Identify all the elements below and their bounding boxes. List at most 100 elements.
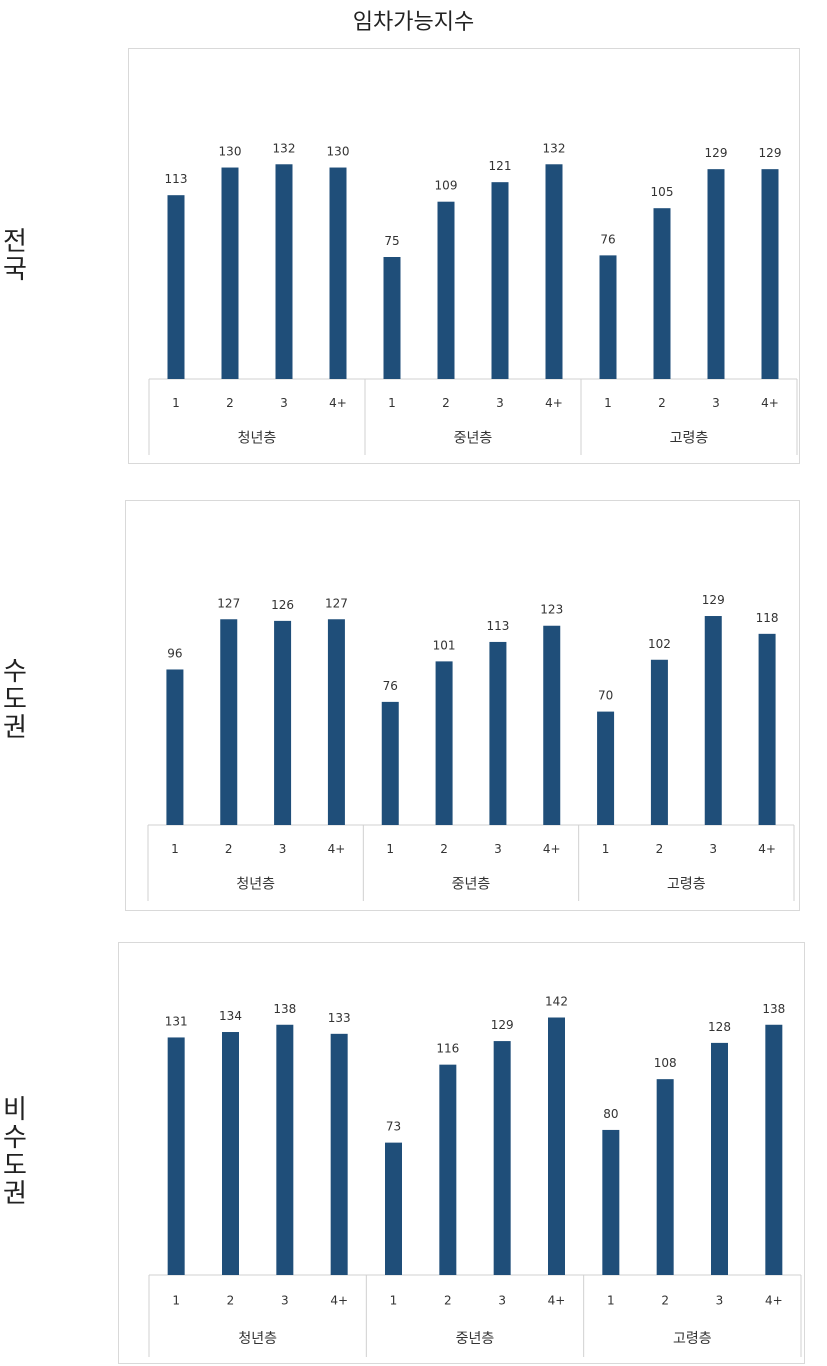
data-label: 73 xyxy=(386,1120,401,1134)
bar xyxy=(167,195,185,379)
data-label: 138 xyxy=(273,1002,296,1016)
tick-label: 3 xyxy=(281,1294,289,1308)
group-label: 중년층 xyxy=(452,876,491,892)
data-label: 118 xyxy=(756,611,779,625)
region-label-non-capital: 비 수 도 권 xyxy=(0,1096,30,1208)
bar xyxy=(222,1032,239,1275)
data-label: 130 xyxy=(327,145,350,159)
bar xyxy=(653,208,671,379)
data-label: 132 xyxy=(273,141,296,155)
tick-label: 3 xyxy=(716,1294,724,1308)
bar xyxy=(275,164,293,379)
data-label: 134 xyxy=(219,1009,242,1023)
region-label-char: 도 xyxy=(3,685,27,715)
bar xyxy=(493,1041,511,1275)
bar xyxy=(383,257,401,379)
bar xyxy=(274,620,292,825)
bar xyxy=(761,169,779,379)
data-label: 138 xyxy=(762,1002,785,1016)
bar xyxy=(597,711,615,825)
data-label: 108 xyxy=(654,1056,677,1070)
data-label: 129 xyxy=(702,593,725,607)
data-label: 121 xyxy=(489,159,512,173)
tick-label: 1 xyxy=(604,396,612,410)
data-label: 129 xyxy=(759,146,782,160)
region-label-char: 국 xyxy=(3,255,27,285)
data-label: 75 xyxy=(384,234,399,248)
chart-panel-capital: 청년층 96 1 127 2 126 3 127 4+ 중년층 76 1 101 2 113 3 123 4+ 고령… xyxy=(125,500,800,911)
chart-panel-national: 청년층 113 1 130 2 132 3 130 4+ 중년층 75 1 109 2 121 3 132 4+ 고… xyxy=(128,48,800,464)
tick-label: 4+ xyxy=(330,1294,348,1308)
bar xyxy=(543,625,561,825)
tick-label: 2 xyxy=(226,396,234,410)
data-label: 126 xyxy=(271,598,294,612)
group-label: 청년층 xyxy=(238,1331,277,1347)
bar xyxy=(435,661,453,825)
tick-label: 1 xyxy=(386,842,394,856)
bar xyxy=(491,182,509,379)
group-label: 중년층 xyxy=(456,1331,495,1347)
bar xyxy=(758,633,776,825)
tick-label: 1 xyxy=(171,842,179,856)
tick-label: 3 xyxy=(279,842,287,856)
group-label: 고령층 xyxy=(673,1331,712,1347)
bar xyxy=(381,701,399,825)
tick-label: 3 xyxy=(498,1294,506,1308)
region-label-national: 전 국 xyxy=(0,228,30,284)
tick-label: 3 xyxy=(494,842,502,856)
bar xyxy=(548,1017,565,1275)
data-label: 80 xyxy=(603,1107,618,1121)
data-label: 101 xyxy=(433,638,456,652)
data-label: 113 xyxy=(165,172,188,186)
tick-label: 2 xyxy=(442,396,450,410)
region-label-char: 도 xyxy=(3,1151,27,1181)
bar xyxy=(599,255,617,379)
data-label: 102 xyxy=(648,637,671,651)
data-label: 123 xyxy=(540,603,563,617)
bar xyxy=(650,659,668,825)
group-label: 청년층 xyxy=(238,430,277,446)
region-label-char: 권 xyxy=(3,713,27,743)
data-label: 131 xyxy=(165,1014,188,1028)
region-label-char: 수 xyxy=(3,657,27,687)
tick-label: 2 xyxy=(440,842,448,856)
data-label: 76 xyxy=(600,232,615,246)
region-label-char: 비 xyxy=(3,1095,27,1125)
bar xyxy=(704,616,722,825)
tick-label: 3 xyxy=(496,396,504,410)
tick-label: 1 xyxy=(390,1294,398,1308)
tick-label: 1 xyxy=(172,396,180,410)
bar xyxy=(437,201,455,379)
group-label: 중년층 xyxy=(454,430,493,446)
tick-label: 4+ xyxy=(548,1294,566,1308)
group-label: 고령층 xyxy=(667,876,706,892)
bar xyxy=(329,167,347,379)
data-label: 129 xyxy=(491,1018,514,1032)
bar xyxy=(166,669,184,825)
data-label: 76 xyxy=(383,679,398,693)
tick-label: 2 xyxy=(656,842,664,856)
bar xyxy=(489,641,507,825)
bar xyxy=(765,1024,783,1275)
region-label-capital: 수 도 권 xyxy=(0,658,30,742)
bar xyxy=(656,1079,674,1275)
tick-label: 1 xyxy=(388,396,396,410)
data-label: 113 xyxy=(486,619,509,633)
bar xyxy=(711,1042,728,1275)
data-label: 132 xyxy=(543,141,566,155)
bar xyxy=(385,1142,402,1275)
bar xyxy=(545,164,563,379)
tick-label: 2 xyxy=(225,842,233,856)
chart-panel-non-capital: 청년층 131 1 134 2 138 3 133 4+ 중년층 73 1 116 2 129 3 142 4+ 고… xyxy=(118,942,805,1364)
chart-title: 임차가능지수 xyxy=(352,10,475,35)
group-label: 청년층 xyxy=(236,876,275,892)
bar xyxy=(707,169,725,379)
tick-label: 4+ xyxy=(543,842,561,856)
tick-label: 2 xyxy=(661,1294,669,1308)
bar xyxy=(220,619,238,825)
tick-label: 4+ xyxy=(545,396,563,410)
bar xyxy=(327,619,345,825)
bar-chart-national: 청년층1131130213231304+중년층751109212131324+고… xyxy=(148,141,798,455)
tick-label: 3 xyxy=(709,842,717,856)
tick-label: 3 xyxy=(280,396,288,410)
